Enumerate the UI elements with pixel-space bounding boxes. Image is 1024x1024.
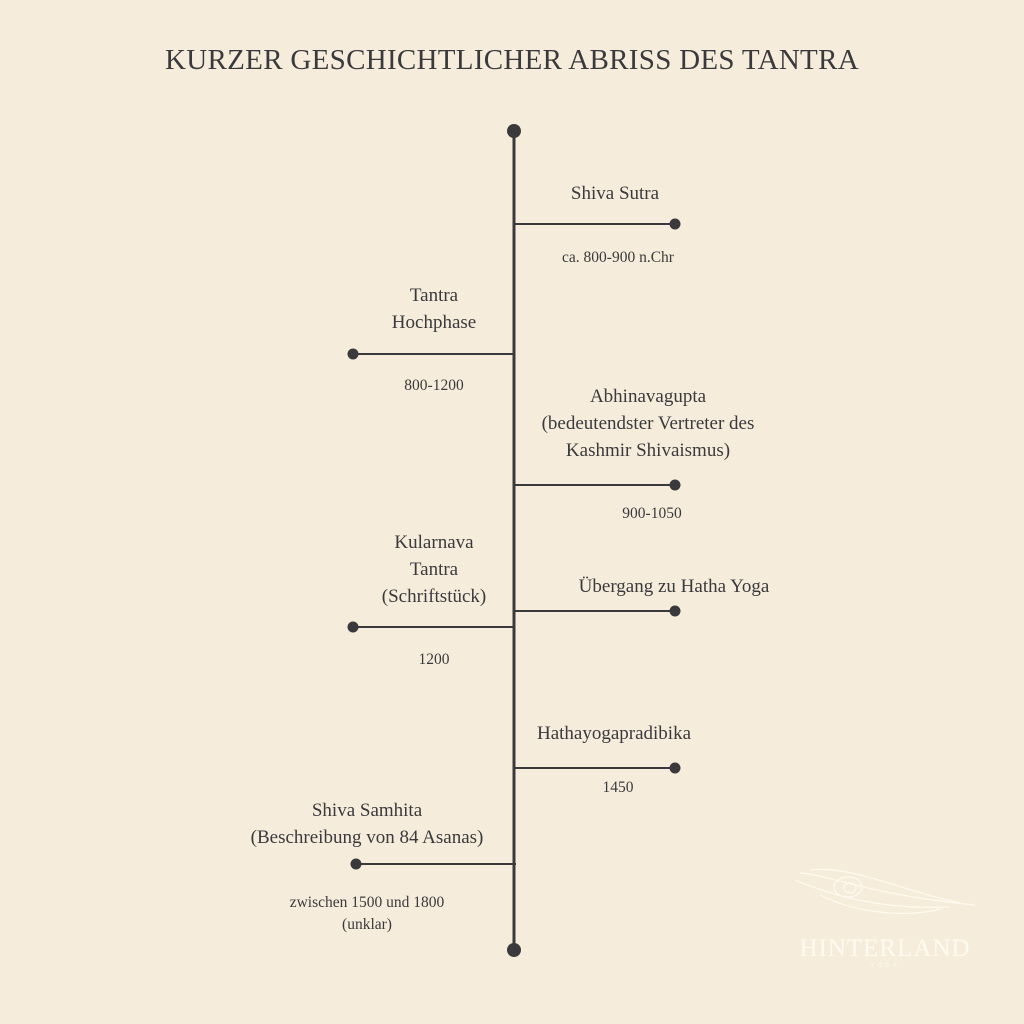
event-2-title: Tantra Hochphase [391, 285, 477, 333]
event-6-title: Hathayogapradibika [536, 723, 692, 744]
event-3-date: 900-1050 [622, 505, 682, 522]
event-4-title: Kularnava Tantra (Schriftstück) [381, 532, 487, 607]
hinterland-yoga-logo: HINTERLAND YOGA [785, 865, 985, 969]
event-dot [350, 858, 362, 870]
event-1-date: ca. 800-900 n.Chr [562, 249, 674, 266]
page-title: KURZER GESCHICHTLICHER ABRISS DES TANTRA [165, 44, 859, 76]
event-6-date: 1450 [602, 779, 634, 796]
event-3-title: Abhinavagupta (bedeutendster Vertreter de… [541, 386, 755, 461]
event-dot [347, 348, 359, 360]
event-4-date: 1200 [418, 651, 450, 668]
event-2-date: 800-1200 [404, 377, 464, 394]
event-dot [669, 218, 681, 230]
axis-start-dot [507, 124, 521, 138]
event-7-date: zwischen 1500 und 1800 (unklar) [289, 894, 445, 933]
event-dot [347, 621, 359, 633]
event-dot [669, 762, 681, 774]
axis-end-dot [507, 943, 521, 957]
event-5-title: Übergang zu Hatha Yoga [578, 576, 770, 597]
event-1-title: Shiva Sutra [570, 183, 660, 204]
event-dot [669, 605, 681, 617]
event-7-title: Shiva Samhita (Beschreibung von 84 Asanas… [250, 800, 484, 848]
event-dot [669, 479, 681, 491]
peacock-feather-icon [794, 868, 976, 914]
